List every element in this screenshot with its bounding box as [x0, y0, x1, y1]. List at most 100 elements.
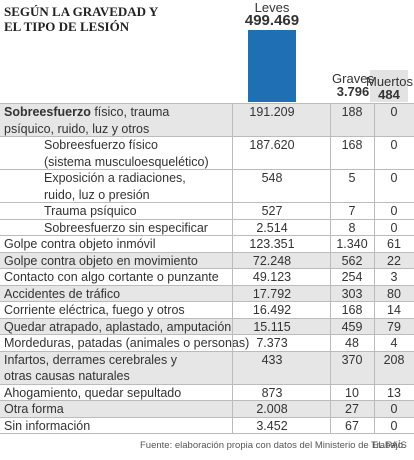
- cell-value: 123.351: [249, 237, 295, 251]
- row-label-text: Quedar atrapado, aplastado, amputación: [4, 319, 232, 334]
- column-divider: [232, 236, 233, 253]
- row-label-text: Golpe contra objeto inmóvil: [4, 237, 156, 251]
- cell-value: 168: [341, 138, 363, 152]
- cell-value: 7: [348, 204, 356, 218]
- cell-value: 3: [390, 270, 398, 284]
- table-row: Sin información 3.452 67 0: [0, 416, 414, 434]
- cell-value: 67: [345, 418, 359, 433]
- column-divider: [374, 318, 375, 335]
- row-label: Sobreesfuerzo físico, trauma: [4, 104, 169, 121]
- cell-value: 79: [387, 319, 401, 334]
- column-name: Graves: [332, 71, 374, 86]
- table-row: Contacto con algo cortante o punzante 49.…: [0, 268, 414, 286]
- column-divider: [232, 417, 233, 434]
- row-label-text: Sobreesfuerzo físico: [44, 138, 158, 152]
- row-label-text: Otra forma: [4, 402, 64, 416]
- table-row: Corriente eléctrica, fuego y otros 16.492…: [0, 301, 414, 319]
- cell-value: 7.373: [256, 336, 288, 350]
- column-divider: [232, 137, 233, 170]
- column-divider: [232, 219, 233, 236]
- cell-value: 49.123: [252, 270, 292, 284]
- cell-value: 459: [341, 319, 363, 334]
- column-divider: [330, 384, 331, 401]
- row-label: (sistema musculoesquelético): [44, 154, 209, 171]
- column-divider: [232, 318, 233, 335]
- cell-value: 16.492: [252, 303, 292, 317]
- column-divider: [330, 203, 331, 220]
- sub-row-bg: [40, 137, 414, 170]
- table-row: Otra forma 2.008 27 0: [0, 400, 414, 418]
- cell-value: 4: [390, 336, 398, 350]
- row-label: otras causas naturales: [4, 368, 130, 385]
- cell-value: 80: [387, 286, 401, 301]
- cell-value: 187.620: [249, 138, 295, 152]
- column-divider: [330, 236, 331, 253]
- cell-value: 3.452: [256, 418, 288, 433]
- cell-value: 72.248: [252, 253, 292, 268]
- row-label-text: Sin información: [4, 418, 91, 433]
- column-divider: [232, 285, 233, 302]
- row-label-text: Sobreesfuerzo sin especificar: [44, 220, 208, 235]
- row-label: Corriente eléctrica, fuego y otros: [4, 302, 185, 319]
- column-divider: [374, 384, 375, 401]
- column-divider: [330, 104, 331, 137]
- column-divider: [232, 203, 233, 220]
- cell-value: 303: [341, 286, 363, 301]
- cell-value: 1.340: [336, 237, 368, 251]
- cell-value: 527: [261, 204, 283, 218]
- cell-value: 2.514: [256, 220, 288, 235]
- row-label: Sobreesfuerzo físico: [44, 137, 158, 154]
- table: Sobreesfuerzo físico, trauma psíquico, ru…: [0, 103, 414, 434]
- row-label-text: psíquico, ruido, luz y otros: [4, 121, 150, 136]
- title-line: SEGÚN LA GRAVEDAD Y: [4, 4, 159, 19]
- column-divider: [330, 401, 331, 418]
- cell-value: 370: [341, 352, 363, 367]
- cell-value: 0: [390, 220, 398, 235]
- table-row: Golpe contra objeto en movimiento 72.248 5…: [0, 251, 414, 269]
- cell-value: 254: [341, 270, 363, 284]
- column-total: 3.796: [336, 84, 370, 99]
- column-total: 499.469: [244, 12, 300, 29]
- row-label: Otra forma: [4, 401, 64, 418]
- sub-row-bg: [40, 170, 414, 203]
- cell-value: 548: [261, 171, 283, 185]
- column-divider: [232, 252, 233, 269]
- sub-row-bg: [40, 219, 414, 236]
- row-label: Exposición a radiaciones,: [44, 170, 186, 187]
- row-label-text: Mordeduras, patadas (animales o personas…: [4, 336, 250, 350]
- column-divider: [374, 335, 375, 352]
- row-label-text: Ahogamiento, quedar sepultado: [4, 385, 182, 400]
- column-divider: [330, 219, 331, 236]
- column-divider: [374, 137, 375, 170]
- column-divider: [374, 351, 375, 385]
- cell-value: 0: [390, 171, 398, 185]
- column-divider: [232, 104, 233, 137]
- row-label-text: Exposición a radiaciones,: [44, 171, 186, 185]
- column-divider: [330, 351, 331, 385]
- cell-value: 873: [261, 385, 283, 400]
- table-row: Infartos, derrames cerebrales y otras cau…: [0, 350, 414, 385]
- row-label-text: ruido, luz o presión: [44, 187, 150, 202]
- column-divider: [330, 252, 331, 269]
- row-label: Accidentes de tráfico: [4, 286, 120, 303]
- row-label: Contacto con algo cortante o punzante: [4, 269, 219, 286]
- table-row: Exposición a radiaciones, ruido, luz o pr…: [0, 169, 414, 203]
- table-row: Mordeduras, patadas (animales o personas…: [0, 334, 414, 352]
- cell-value: 61: [387, 237, 401, 251]
- cell-value: 0: [390, 402, 398, 416]
- table-row: Golpe contra objeto inmóvil 123.351 1.340 6…: [0, 235, 414, 253]
- table-row: Sobreesfuerzo físico, trauma psíquico, ru…: [0, 103, 414, 137]
- row-label-text: Contacto con algo cortante o punzante: [4, 270, 219, 284]
- column-divider: [374, 236, 375, 253]
- column-divider: [330, 285, 331, 302]
- brand: EL PAÍS: [372, 440, 407, 451]
- table-row: Ahogamiento, quedar sepultado 873 10 13: [0, 383, 414, 401]
- column-divider: [330, 417, 331, 434]
- cell-value: 188: [341, 105, 363, 119]
- source: Fuente: elaboración propia con datos del…: [140, 440, 406, 451]
- column-divider: [330, 318, 331, 335]
- cell-value: 27: [345, 402, 359, 416]
- column-divider: [330, 170, 331, 203]
- column-divider: [232, 302, 233, 319]
